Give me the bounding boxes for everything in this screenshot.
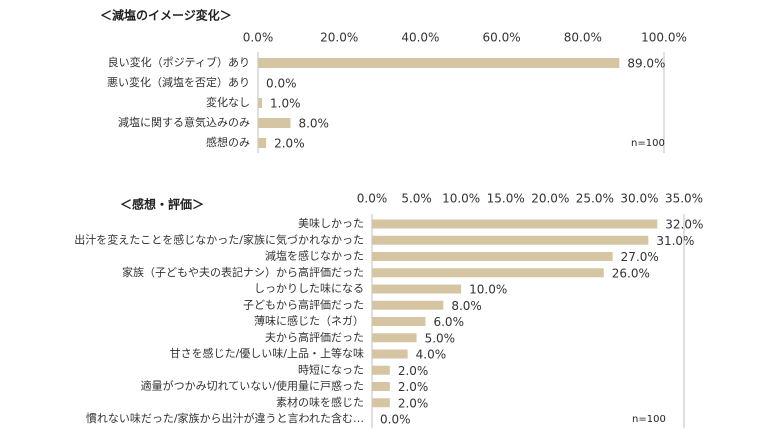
bar	[372, 349, 408, 359]
annotation: n=100	[631, 138, 665, 149]
x-tick-label: 0.0%	[243, 31, 274, 45]
bar	[372, 365, 390, 375]
value-label: 2.0%	[398, 364, 429, 378]
y-tick-label: 慣れない味だった/家族から出汁が違うと言われた含む…	[86, 411, 364, 425]
value-label: 89.0%	[627, 57, 665, 71]
bar	[258, 98, 263, 108]
bar	[258, 138, 267, 148]
value-label: 31.0%	[656, 234, 694, 248]
y-tick-label: 子どもから高評価だった	[243, 297, 364, 311]
y-tick-label: 悪い変化（減塩を否定）あり	[107, 75, 250, 89]
x-tick-label: 5.0%	[401, 192, 432, 206]
bar	[258, 118, 291, 128]
x-tick-label: 20.0%	[531, 192, 569, 206]
y-tick-label: 薄味に感じた（ネガ）	[254, 314, 364, 328]
bar	[372, 317, 426, 326]
bar	[372, 382, 390, 391]
x-tick-label: 30.0%	[620, 192, 658, 206]
value-label: 27.0%	[621, 250, 659, 264]
bar	[258, 58, 620, 68]
value-label: 10.0%	[469, 283, 507, 297]
value-label: 32.0%	[665, 218, 703, 232]
y-tick-label: しっかりした味になる	[254, 282, 364, 295]
value-label: 6.0%	[433, 315, 464, 329]
x-tick-label: 20.0%	[320, 31, 358, 45]
value-label: 8.0%	[298, 117, 329, 131]
value-label: 26.0%	[612, 266, 650, 280]
y-tick-label: 素材の味を感じた	[276, 395, 364, 409]
y-tick-label: 時短になった	[298, 362, 364, 376]
value-label: 2.0%	[274, 137, 305, 151]
value-label: 8.0%	[451, 299, 482, 313]
value-label: 4.0%	[416, 348, 447, 362]
bar	[372, 268, 604, 278]
bar	[372, 235, 649, 245]
x-tick-label: 40.0%	[401, 31, 439, 45]
y-tick-label: 減塩を感じなかった	[265, 249, 364, 263]
y-tick-label: 感想のみ	[206, 135, 250, 149]
x-tick-label: 0.0%	[357, 192, 388, 206]
bar	[372, 219, 658, 229]
y-tick-label: 出汁を変えたことを感じなかった/家族に気づかれなかった	[74, 232, 364, 246]
x-tick-label: 25.0%	[576, 192, 614, 206]
x-tick-label: 10.0%	[442, 192, 480, 206]
bar	[372, 284, 462, 294]
x-tick-label: 80.0%	[564, 31, 602, 45]
value-label: 2.0%	[398, 396, 429, 410]
x-tick-label: 15.0%	[487, 192, 525, 206]
y-tick-label: 甘さを感じた/優しい味/上品・上等な味	[170, 346, 364, 360]
bar	[372, 300, 444, 310]
chart-title: ＜感想・評価＞	[120, 197, 204, 212]
bar	[372, 398, 390, 408]
x-tick-label: 100.0%	[641, 31, 687, 45]
x-tick-label: 60.0%	[483, 31, 521, 45]
annotation: n=100	[632, 414, 666, 425]
bar	[372, 252, 613, 261]
y-tick-label: 美味しかった	[298, 217, 364, 230]
chart-title: ＜減塩のイメージ変化＞	[100, 8, 232, 23]
value-label: 0.0%	[380, 413, 411, 427]
value-label: 5.0%	[425, 331, 456, 345]
value-label: 0.0%	[266, 77, 297, 91]
value-label: 2.0%	[398, 380, 429, 394]
bar	[372, 333, 417, 343]
y-tick-label: 減塩に関する意気込みのみ	[118, 115, 250, 129]
y-tick-label: 良い変化（ポジティブ）あり	[108, 55, 250, 69]
y-tick-label: 家族（子どもや夫の表記ナシ）から高評価だった	[122, 265, 364, 279]
x-tick-label: 35.0%	[665, 192, 703, 206]
y-tick-label: 適量がつかみ切れていない/使用量に戸惑った	[141, 379, 364, 393]
value-label: 1.0%	[270, 97, 301, 111]
y-tick-label: 変化なし	[206, 95, 250, 109]
y-tick-label: 夫から高評価だった	[265, 330, 364, 344]
